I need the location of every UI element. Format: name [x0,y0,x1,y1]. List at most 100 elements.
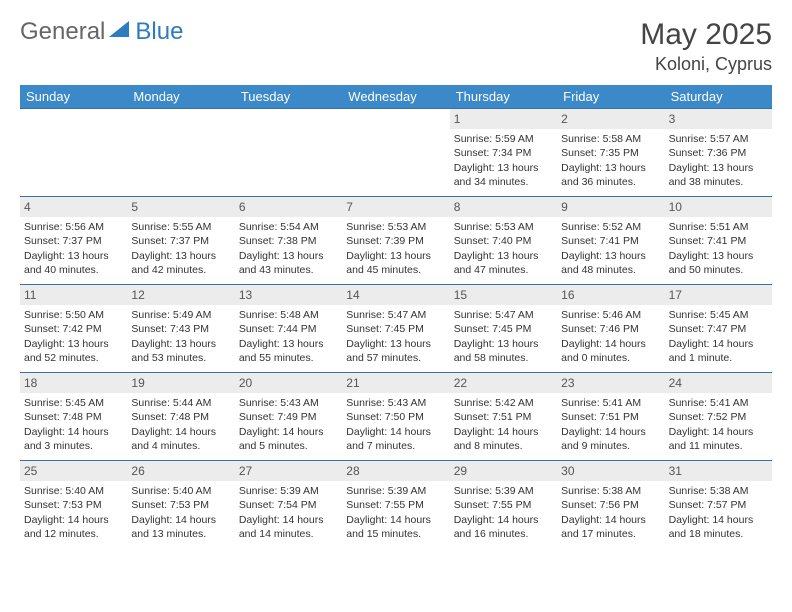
day-cell: 14Sunrise: 5:47 AMSunset: 7:45 PMDayligh… [342,284,449,372]
sunset-text: Sunset: 7:35 PM [561,146,660,160]
day1-text: Daylight: 14 hours [454,425,553,439]
day1-text: Daylight: 13 hours [131,337,230,351]
sunset-text: Sunset: 7:45 PM [454,322,553,336]
day-number: 25 [20,461,127,481]
sunset-text: Sunset: 7:46 PM [561,322,660,336]
day-cell: 29Sunrise: 5:39 AMSunset: 7:55 PMDayligh… [450,460,557,548]
day-cell: 2Sunrise: 5:58 AMSunset: 7:35 PMDaylight… [557,108,664,196]
day2-text: and 11 minutes. [669,439,768,453]
empty-cell [342,108,449,196]
day2-text: and 50 minutes. [669,263,768,277]
sunrise-text: Sunrise: 5:59 AM [454,132,553,146]
day1-text: Daylight: 14 hours [669,337,768,351]
sunrise-text: Sunrise: 5:38 AM [669,484,768,498]
day2-text: and 34 minutes. [454,175,553,189]
day-number: 22 [450,373,557,393]
day1-text: Daylight: 13 hours [24,337,123,351]
calendar-page: General Blue May 2025 Koloni, Cyprus Sun… [0,0,792,558]
day1-text: Daylight: 14 hours [669,513,768,527]
sunset-text: Sunset: 7:55 PM [346,498,445,512]
sunset-text: Sunset: 7:41 PM [669,234,768,248]
day-number: 14 [342,285,449,305]
day1-text: Daylight: 14 hours [561,337,660,351]
day-number: 20 [235,373,342,393]
day-number: 11 [20,285,127,305]
sunset-text: Sunset: 7:39 PM [346,234,445,248]
day2-text: and 12 minutes. [24,527,123,541]
day-cell: 11Sunrise: 5:50 AMSunset: 7:42 PMDayligh… [20,284,127,372]
sunset-text: Sunset: 7:42 PM [24,322,123,336]
day2-text: and 47 minutes. [454,263,553,277]
day1-text: Daylight: 14 hours [239,513,338,527]
location-label: Koloni, Cyprus [640,54,772,75]
brand-logo: General Blue [20,18,183,46]
sunrise-text: Sunrise: 5:39 AM [346,484,445,498]
day2-text: and 40 minutes. [24,263,123,277]
day-number: 12 [127,285,234,305]
day1-text: Daylight: 13 hours [346,337,445,351]
day-cell: 27Sunrise: 5:39 AMSunset: 7:54 PMDayligh… [235,460,342,548]
day-cell: 24Sunrise: 5:41 AMSunset: 7:52 PMDayligh… [665,372,772,460]
day-number: 9 [557,197,664,217]
day2-text: and 16 minutes. [454,527,553,541]
day-number: 2 [557,109,664,129]
day-cell: 3Sunrise: 5:57 AMSunset: 7:36 PMDaylight… [665,108,772,196]
sunrise-text: Sunrise: 5:51 AM [669,220,768,234]
sunset-text: Sunset: 7:51 PM [454,410,553,424]
sunset-text: Sunset: 7:47 PM [669,322,768,336]
day-number: 29 [450,461,557,481]
sunrise-text: Sunrise: 5:45 AM [24,396,123,410]
sunrise-text: Sunrise: 5:41 AM [669,396,768,410]
day2-text: and 1 minute. [669,351,768,365]
sunset-text: Sunset: 7:44 PM [239,322,338,336]
day1-text: Daylight: 13 hours [454,249,553,263]
day-number: 23 [557,373,664,393]
sunrise-text: Sunrise: 5:40 AM [131,484,230,498]
sunset-text: Sunset: 7:53 PM [131,498,230,512]
day2-text: and 7 minutes. [346,439,445,453]
sunset-text: Sunset: 7:53 PM [24,498,123,512]
sunset-text: Sunset: 7:54 PM [239,498,338,512]
day-number: 21 [342,373,449,393]
weekday-header: Friday [557,85,664,108]
day2-text: and 13 minutes. [131,527,230,541]
brand-text-1: General [20,18,105,46]
sunrise-text: Sunrise: 5:39 AM [239,484,338,498]
day-cell: 9Sunrise: 5:52 AMSunset: 7:41 PMDaylight… [557,196,664,284]
sunrise-text: Sunrise: 5:39 AM [454,484,553,498]
sunset-text: Sunset: 7:40 PM [454,234,553,248]
day-cell: 22Sunrise: 5:42 AMSunset: 7:51 PMDayligh… [450,372,557,460]
day-number: 16 [557,285,664,305]
sunset-text: Sunset: 7:34 PM [454,146,553,160]
weekday-header: Tuesday [235,85,342,108]
empty-cell [127,108,234,196]
day-cell: 17Sunrise: 5:45 AMSunset: 7:47 PMDayligh… [665,284,772,372]
day-number: 5 [127,197,234,217]
day1-text: Daylight: 13 hours [239,249,338,263]
sunrise-text: Sunrise: 5:54 AM [239,220,338,234]
day2-text: and 3 minutes. [24,439,123,453]
sunrise-text: Sunrise: 5:57 AM [669,132,768,146]
sunrise-text: Sunrise: 5:43 AM [346,396,445,410]
day2-text: and 8 minutes. [454,439,553,453]
sunset-text: Sunset: 7:37 PM [131,234,230,248]
day1-text: Daylight: 13 hours [669,249,768,263]
sunrise-text: Sunrise: 5:53 AM [346,220,445,234]
sunset-text: Sunset: 7:50 PM [346,410,445,424]
day1-text: Daylight: 14 hours [24,513,123,527]
day1-text: Daylight: 13 hours [346,249,445,263]
sunrise-text: Sunrise: 5:46 AM [561,308,660,322]
day-cell: 21Sunrise: 5:43 AMSunset: 7:50 PMDayligh… [342,372,449,460]
day2-text: and 58 minutes. [454,351,553,365]
day-number: 4 [20,197,127,217]
day-cell: 6Sunrise: 5:54 AMSunset: 7:38 PMDaylight… [235,196,342,284]
day-cell: 15Sunrise: 5:47 AMSunset: 7:45 PMDayligh… [450,284,557,372]
day1-text: Daylight: 13 hours [454,161,553,175]
day-number: 10 [665,197,772,217]
sunrise-text: Sunrise: 5:56 AM [24,220,123,234]
day1-text: Daylight: 14 hours [669,425,768,439]
day2-text: and 57 minutes. [346,351,445,365]
sunrise-text: Sunrise: 5:47 AM [346,308,445,322]
sunrise-text: Sunrise: 5:47 AM [454,308,553,322]
sunrise-text: Sunrise: 5:38 AM [561,484,660,498]
